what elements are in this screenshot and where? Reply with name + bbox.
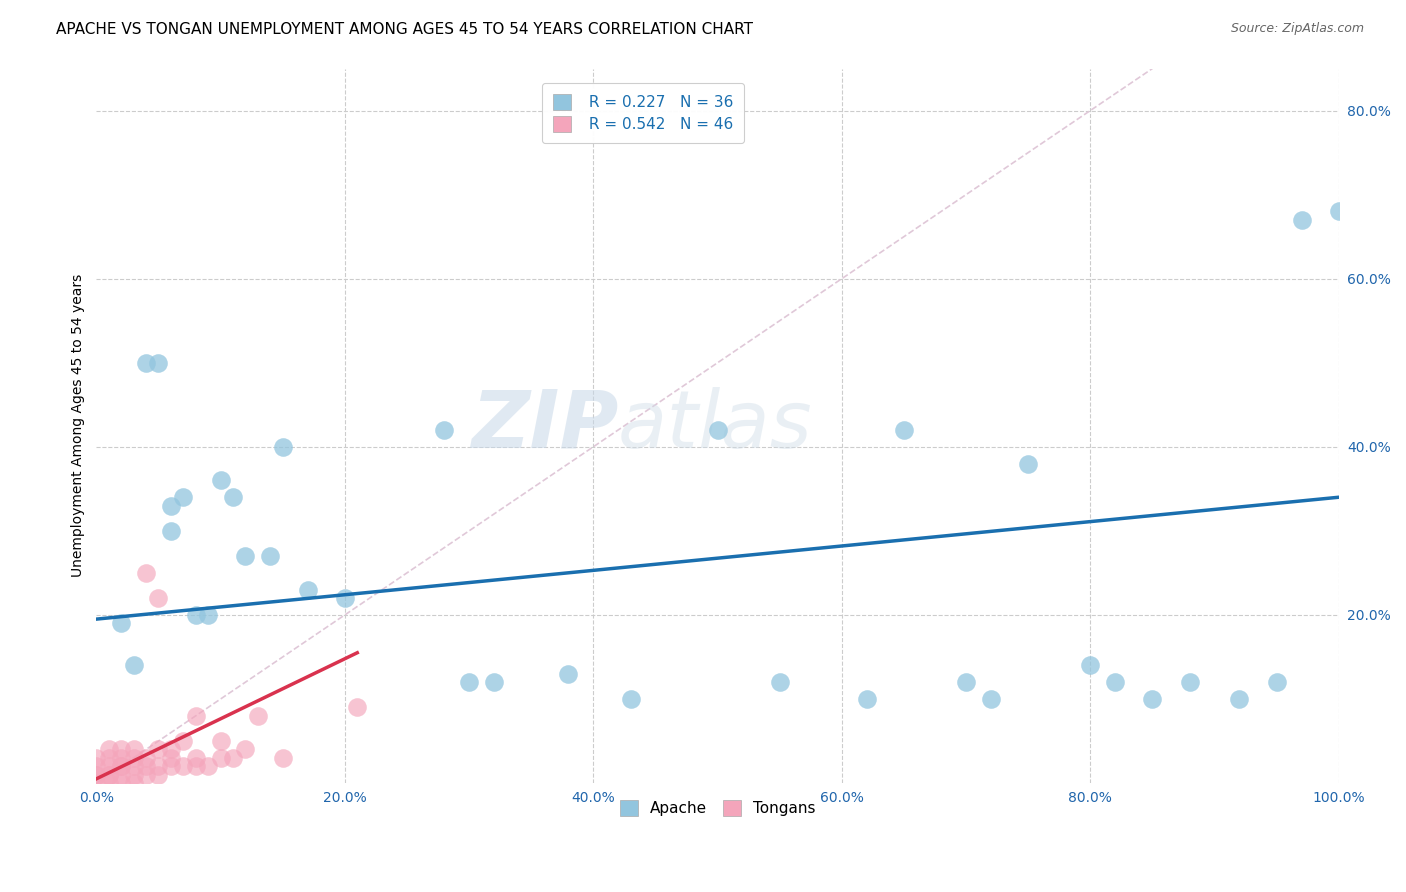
Point: [184, 759, 207, 773]
Point: [148, 591, 170, 606]
Point: [172, 734, 194, 748]
Point: [769, 675, 792, 690]
Point: [97, 759, 120, 773]
Point: [86, 751, 108, 765]
Point: [955, 675, 977, 690]
Point: [97, 742, 120, 756]
Point: [122, 776, 145, 790]
Point: [184, 751, 207, 765]
Point: [86, 776, 108, 790]
Point: [433, 423, 456, 437]
Point: [135, 356, 157, 370]
Point: [160, 759, 183, 773]
Point: [346, 700, 368, 714]
Point: [160, 499, 183, 513]
Point: [482, 675, 505, 690]
Point: [148, 767, 170, 781]
Point: [160, 742, 183, 756]
Point: [148, 356, 170, 370]
Point: [148, 759, 170, 773]
Point: [297, 582, 319, 597]
Point: [1104, 675, 1126, 690]
Point: [333, 591, 356, 606]
Point: [172, 759, 194, 773]
Point: [1078, 658, 1101, 673]
Point: [110, 742, 132, 756]
Point: [197, 759, 219, 773]
Point: [271, 440, 294, 454]
Point: [122, 742, 145, 756]
Point: [235, 742, 257, 756]
Point: [197, 607, 219, 622]
Legend: Apache, Tongans: Apache, Tongans: [610, 791, 825, 825]
Text: ZIP: ZIP: [471, 387, 619, 465]
Point: [184, 607, 207, 622]
Point: [246, 708, 269, 723]
Point: [122, 759, 145, 773]
Point: [86, 767, 108, 781]
Point: [110, 776, 132, 790]
Point: [184, 708, 207, 723]
Point: [122, 767, 145, 781]
Point: [97, 751, 120, 765]
Point: [172, 490, 194, 504]
Point: [855, 692, 877, 706]
Point: [148, 742, 170, 756]
Point: [1265, 675, 1288, 690]
Text: atlas: atlas: [619, 387, 813, 465]
Point: [557, 666, 579, 681]
Point: [110, 759, 132, 773]
Point: [135, 566, 157, 580]
Point: [458, 675, 481, 690]
Point: [135, 759, 157, 773]
Point: [1017, 457, 1039, 471]
Point: [86, 767, 108, 781]
Text: Source: ZipAtlas.com: Source: ZipAtlas.com: [1230, 22, 1364, 36]
Point: [1327, 204, 1350, 219]
Point: [122, 751, 145, 765]
Point: [259, 549, 281, 563]
Point: [893, 423, 915, 437]
Point: [620, 692, 643, 706]
Point: [86, 759, 108, 773]
Point: [222, 751, 245, 765]
Point: [1178, 675, 1201, 690]
Point: [980, 692, 1002, 706]
Point: [135, 751, 157, 765]
Point: [209, 751, 232, 765]
Point: [97, 776, 120, 790]
Point: [1142, 692, 1164, 706]
Y-axis label: Unemployment Among Ages 45 to 54 years: Unemployment Among Ages 45 to 54 years: [72, 274, 86, 577]
Point: [97, 767, 120, 781]
Point: [160, 751, 183, 765]
Point: [110, 759, 132, 773]
Point: [1229, 692, 1251, 706]
Point: [110, 616, 132, 631]
Point: [706, 423, 728, 437]
Point: [235, 549, 257, 563]
Point: [160, 524, 183, 538]
Point: [1291, 212, 1313, 227]
Point: [97, 767, 120, 781]
Point: [222, 490, 245, 504]
Text: APACHE VS TONGAN UNEMPLOYMENT AMONG AGES 45 TO 54 YEARS CORRELATION CHART: APACHE VS TONGAN UNEMPLOYMENT AMONG AGES…: [56, 22, 754, 37]
Point: [209, 734, 232, 748]
Point: [135, 767, 157, 781]
Point: [110, 767, 132, 781]
Point: [271, 751, 294, 765]
Point: [110, 751, 132, 765]
Point: [122, 658, 145, 673]
Point: [209, 474, 232, 488]
